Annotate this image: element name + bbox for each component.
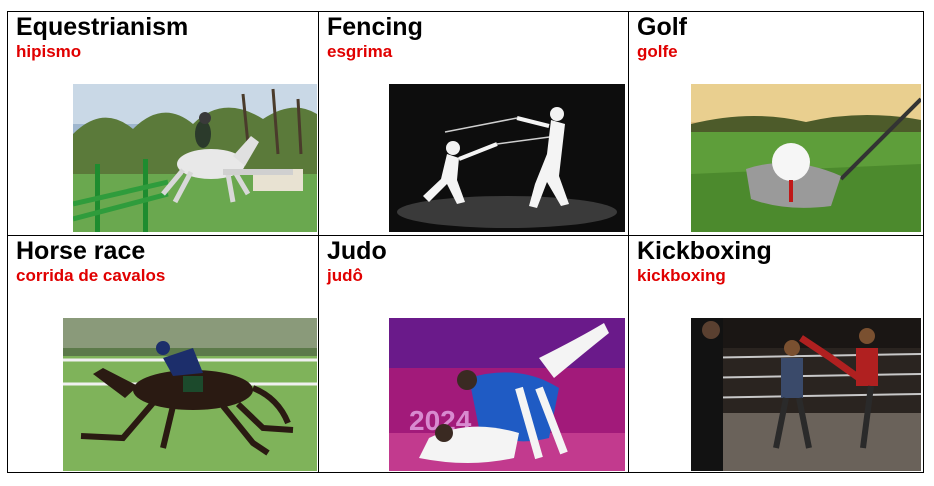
cell-title: Horse race	[16, 237, 146, 265]
cell-subtitle: golfe	[637, 42, 678, 61]
row-divider	[8, 235, 923, 236]
column-divider	[628, 12, 629, 472]
cell-title: Equestrianism	[16, 13, 189, 41]
cell-subtitle: esgrima	[327, 42, 393, 61]
fencers-duel-photo	[389, 84, 625, 232]
column-divider	[318, 12, 319, 472]
cell-subtitle: hipismo	[16, 42, 82, 61]
cell-subtitle: judô	[327, 266, 363, 285]
golf-ball-and-club-photo	[691, 84, 921, 232]
judo-throw-photo: 2024	[389, 318, 625, 471]
cell-fencing: Fencing esgrima	[319, 12, 628, 235]
kickboxing-fight-photo	[691, 318, 921, 471]
cell-title: Golf	[637, 13, 687, 41]
racehorse-and-jockey-photo	[63, 318, 317, 471]
cell-subtitle: kickboxing	[637, 266, 726, 285]
sports-vocabulary-table: Equestrianism hipismo	[7, 11, 924, 473]
cell-title: Fencing	[327, 13, 423, 41]
show-jumping-horse-photo	[73, 84, 317, 232]
cell-equestrianism: Equestrianism hipismo	[8, 12, 318, 235]
cell-judo: Judo judô 2024	[319, 236, 628, 472]
cell-golf: Golf golfe	[629, 12, 923, 235]
cell-title: Kickboxing	[637, 237, 772, 265]
cell-subtitle: corrida de cavalos	[16, 266, 166, 285]
cell-title: Judo	[327, 237, 387, 265]
cell-horse-race: Horse race corrida de cavalos	[8, 236, 318, 472]
cell-kickboxing: Kickboxing kickboxing	[629, 236, 923, 472]
